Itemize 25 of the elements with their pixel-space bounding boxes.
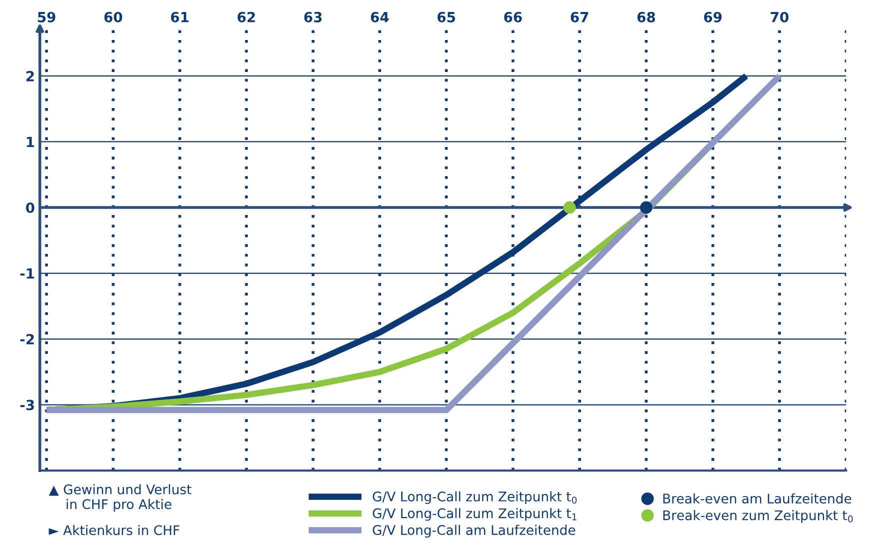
y-tick-label: -3 [20, 400, 34, 410]
x-tick-label: 61 [170, 12, 189, 22]
x-tick-label: 69 [704, 12, 722, 22]
x-tick-label: 60 [104, 12, 122, 22]
y-tick-label: 0 [26, 202, 34, 213]
x-tick-label: 63 [304, 12, 322, 22]
text: ▲ Gewinn und Verlust in CHF pro Aktie [48, 484, 192, 512]
legend-label: Break-even zum Zeitpunkt t$_{0}$ [663, 510, 853, 523]
y-tick-label: 1 [26, 136, 34, 147]
x-tick-label: 59 [38, 12, 56, 22]
x-tick-label: 62 [238, 12, 255, 22]
x-tick-label: 70 [770, 12, 788, 22]
x-tick-label: 67 [570, 12, 588, 22]
legend-label: Break-even am Laufzeitende [663, 493, 852, 504]
y-tick-label: -2 [20, 334, 34, 344]
legend-label: G/V Long-Call zum Zeitpunkt t$_{0}$ [372, 491, 577, 504]
legend-label: G/V Long-Call zum Zeitpunkt t$_{1}$ [372, 508, 576, 521]
x-tick-label: 66 [504, 12, 522, 22]
legend-label: G/V Long-Call am Laufzeitende [372, 524, 576, 538]
y-tick-label: -1 [20, 268, 34, 279]
x-tick-label: 64 [370, 12, 389, 22]
x-tick-label: 65 [438, 12, 456, 22]
x-tick-label: 68 [637, 12, 656, 22]
text: ► Aktienkurs in CHF [48, 524, 180, 536]
y-tick-label: 2 [26, 70, 34, 82]
